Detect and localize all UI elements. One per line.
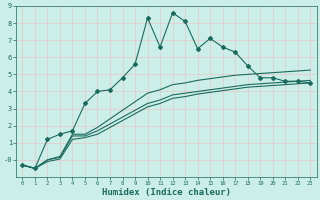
X-axis label: Humidex (Indice chaleur): Humidex (Indice chaleur) <box>102 188 231 197</box>
